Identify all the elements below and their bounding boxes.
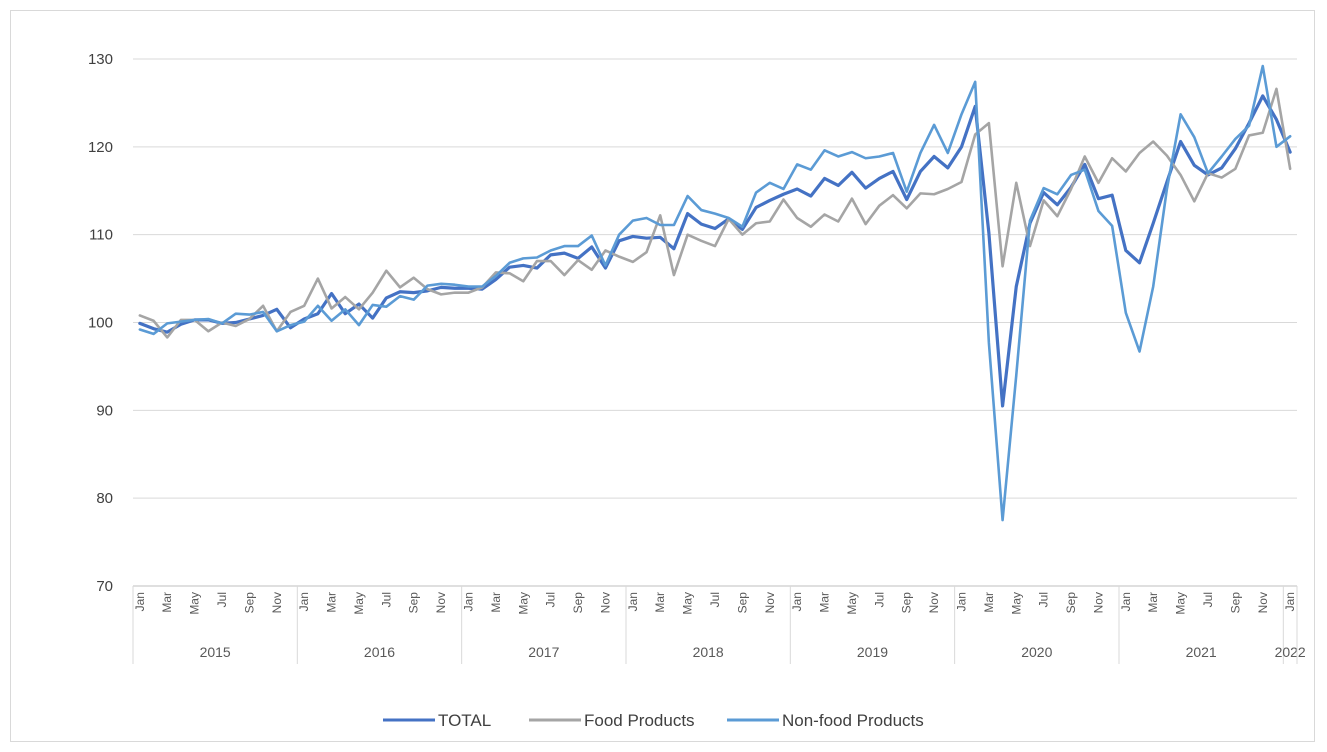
x-tick-label: Jul (1201, 592, 1215, 607)
x-tick-label: Nov (1091, 592, 1105, 613)
year-label: 2017 (528, 644, 559, 660)
x-tick-label: Mar (325, 592, 339, 613)
x-tick-label: Jul (708, 592, 722, 607)
x-tick-label: Jan (1283, 592, 1297, 611)
year-label: 2016 (364, 644, 395, 660)
x-tick-label: May (188, 592, 202, 615)
series-line-non-food-products (138, 64, 1292, 522)
y-tick-label: 90 (96, 402, 113, 419)
x-tick-label: Sep (571, 592, 585, 614)
x-tick-label: Jan (954, 592, 968, 611)
x-tick-label: Mar (160, 592, 174, 613)
series-line-food-products (138, 87, 1292, 339)
x-tick-label: Sep (1064, 592, 1078, 614)
x-tick-label: Jan (1119, 592, 1133, 611)
year-label: 2022 (1275, 644, 1306, 660)
y-tick-label: 130 (88, 51, 113, 68)
x-tick-label: Sep (407, 592, 421, 614)
year-label: 2019 (857, 644, 888, 660)
x-tick-label: Sep (1228, 592, 1242, 614)
x-tick-label: Jul (379, 592, 393, 607)
x-tick-label: Nov (927, 592, 941, 613)
x-tick-label: Jul (215, 592, 229, 607)
x-tick-label: Jan (462, 592, 476, 611)
x-axis: Jan Mar May Jul Sep Nov Jan Mar May Jul Sep Nov Jan M… (132, 585, 1306, 664)
x-tick-label: Mar (1146, 592, 1160, 613)
x-tick-label: May (845, 592, 859, 615)
x-tick-label: Nov (763, 592, 777, 613)
y-tick-label: 120 (88, 139, 113, 156)
x-tick-label: Sep (242, 592, 256, 614)
x-tick-label: Jan (133, 592, 147, 611)
x-tick-label: Mar (653, 592, 667, 613)
x-tick-label: May (681, 592, 695, 615)
y-tick-label: 110 (89, 227, 113, 244)
x-tick-label: Nov (270, 592, 284, 613)
x-tick-label: Sep (900, 592, 914, 614)
y-tick-label: 100 (88, 315, 113, 332)
year-label: 2018 (693, 644, 724, 660)
y-tick-label: 70 (96, 578, 113, 595)
x-tick-label: Nov (434, 592, 448, 613)
x-tick-label: Sep (735, 592, 749, 614)
legend-label: Food Products (584, 711, 695, 730)
chart-frame (10, 10, 1315, 742)
x-tick-label: May (1174, 592, 1188, 615)
x-tick-label: May (516, 592, 530, 615)
x-tick-label: Nov (598, 592, 612, 613)
x-tick-label: Nov (1256, 592, 1270, 613)
x-tick-label: Mar (982, 592, 996, 613)
year-label: 2020 (1021, 644, 1052, 660)
x-tick-label: Mar (489, 592, 503, 613)
x-tick-label: May (1009, 592, 1023, 615)
x-tick-label: Jul (544, 592, 558, 607)
year-label: 2015 (200, 644, 231, 660)
series-lines (138, 64, 1292, 522)
x-tick-label: Jan (297, 592, 311, 611)
legend-label: Non-food Products (782, 711, 924, 730)
legend-label: TOTAL (438, 711, 491, 730)
x-tick-label: Jul (1037, 592, 1051, 607)
y-tick-label: 80 (96, 490, 113, 507)
y-axis-ticks: 70 80 90 100 110 120 130 (88, 51, 113, 595)
x-tick-label: May (352, 592, 366, 615)
x-tick-label: Mar (818, 592, 832, 613)
year-label: 2021 (1186, 644, 1217, 660)
x-tick-label: Jul (872, 592, 886, 607)
x-tick-label: Jan (626, 592, 640, 611)
gridlines (133, 58, 1297, 587)
x-tick-label: Jan (790, 592, 804, 611)
legend: TOTAL Food Products Non-food Products (383, 711, 924, 730)
series-line-total (138, 94, 1292, 408)
